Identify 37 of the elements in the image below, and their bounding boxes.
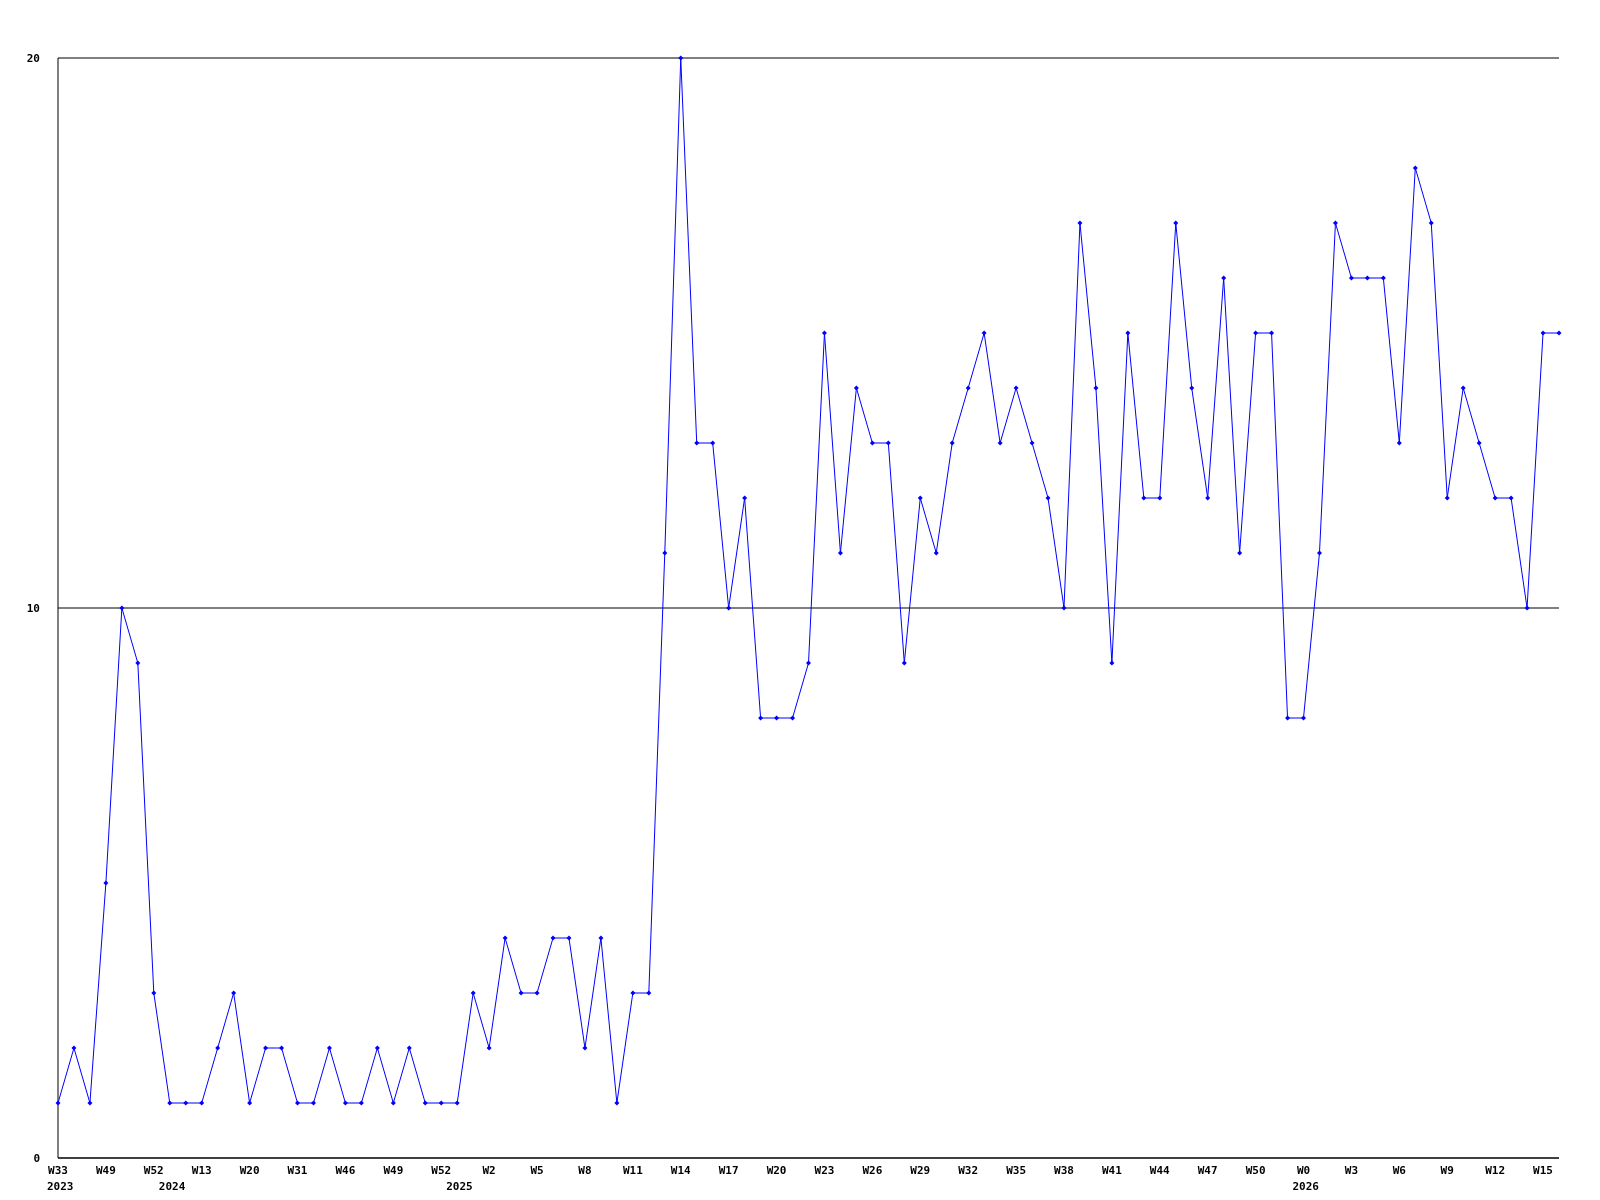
x-tick-label: W31 <box>287 1164 308 1177</box>
x-tick-label: W23 <box>814 1164 835 1177</box>
x-tick-label: W32 <box>958 1164 979 1177</box>
x-tick-label: 2025 <box>446 1180 473 1193</box>
x-tick-label: W9 <box>1440 1164 1454 1177</box>
x-tick-label: W20 <box>766 1164 787 1177</box>
x-tick-label: W8 <box>578 1164 592 1177</box>
x-tick-label: W52 <box>431 1164 452 1177</box>
x-tick-label: W47 <box>1197 1164 1218 1177</box>
x-tick-label: W5 <box>530 1164 544 1177</box>
x-tick-label: W46 <box>335 1164 356 1177</box>
x-tick-label: W11 <box>622 1164 644 1177</box>
x-tick-label: W49 <box>95 1164 116 1177</box>
x-tick-label: W17 <box>718 1164 739 1177</box>
x-tick-label: W6 <box>1392 1164 1407 1177</box>
x-tick-label: W12 <box>1485 1164 1506 1177</box>
x-tick-label: W26 <box>862 1164 883 1177</box>
x-tick-label: W50 <box>1245 1164 1266 1177</box>
x-tick-label: W15 <box>1533 1164 1553 1177</box>
x-tick-label: W41 <box>1101 1164 1123 1177</box>
x-tick-label: W33 2023 <box>47 1164 74 1193</box>
x-tick-label: W0 2026 <box>1292 1164 1320 1193</box>
x-tick-label: W20 <box>239 1164 260 1177</box>
x-tick-label: W3 <box>1344 1164 1359 1177</box>
x-tick-label: W35 <box>1006 1164 1027 1177</box>
y-tick-label: 20 <box>26 51 40 65</box>
x-tick-label: W2 <box>482 1164 496 1177</box>
y-tick-label: 0 <box>33 1151 40 1165</box>
x-tick-label: W13 <box>191 1164 212 1177</box>
x-tick-label: W38 <box>1054 1164 1074 1177</box>
x-tick-label: W52 <box>143 1164 164 1177</box>
x-tick-label: W14 <box>670 1164 692 1177</box>
x-tick-label: 2024 <box>158 1180 186 1193</box>
y-tick-label: 10 <box>26 601 40 615</box>
x-tick-label: W29 <box>910 1164 931 1177</box>
x-tick-label: W44 <box>1149 1164 1171 1177</box>
x-tick-label: W49 <box>383 1164 404 1177</box>
